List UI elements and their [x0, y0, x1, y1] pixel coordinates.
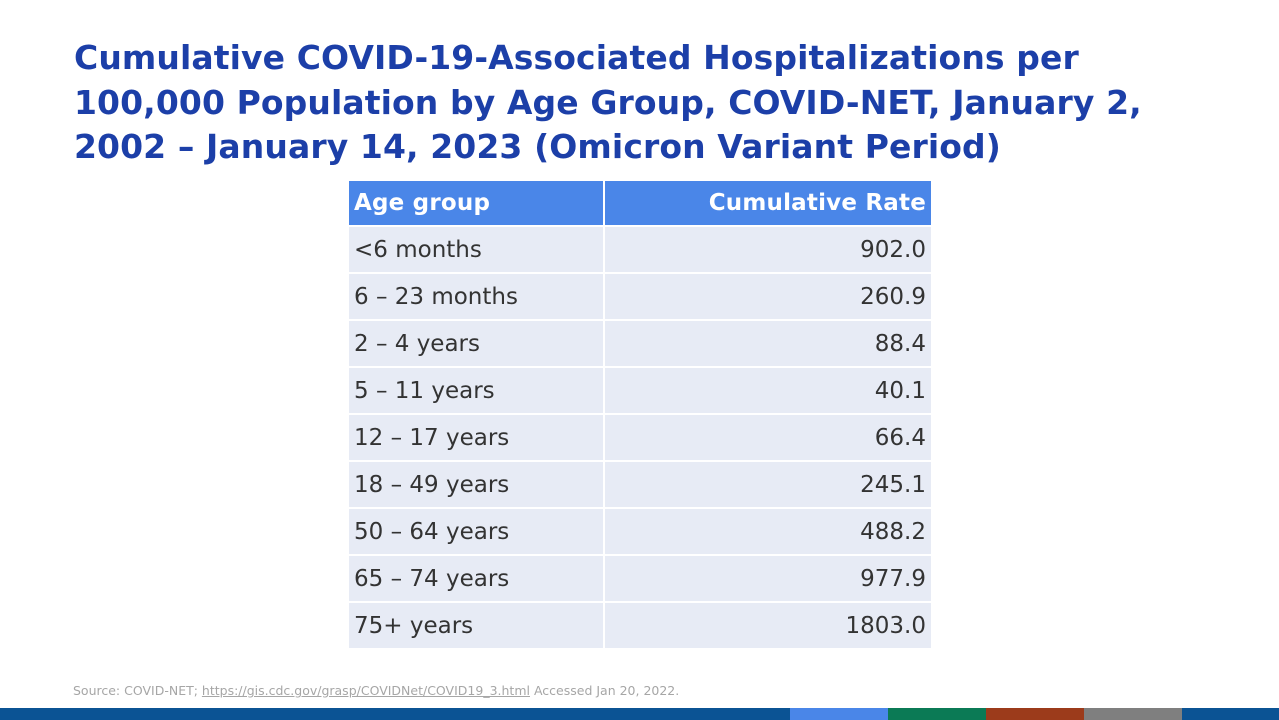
- table-row: 5 – 11 years 40.1: [349, 367, 931, 415]
- source-citation: Source: COVID-NET; https://gis.cdc.gov/g…: [73, 683, 679, 698]
- age-group-cell: 75+ years: [349, 602, 605, 650]
- rate-cell: 245.1: [604, 461, 931, 509]
- rate-cell: 40.1: [604, 367, 931, 415]
- rate-cell: 1803.0: [604, 602, 931, 650]
- bottom-bar-segment: [1084, 708, 1182, 720]
- table-row: 6 – 23 months 260.9: [349, 273, 931, 321]
- table-row: 65 – 74 years 977.9: [349, 555, 931, 603]
- table-header-row: Age group Cumulative Rate: [349, 181, 931, 227]
- rate-cell: 977.9: [604, 555, 931, 603]
- rate-cell: 260.9: [604, 273, 931, 321]
- age-group-cell: 18 – 49 years: [349, 461, 605, 509]
- table-row: <6 months 902.0: [349, 226, 931, 274]
- bottom-color-bar: [0, 708, 1279, 720]
- source-link[interactable]: https://gis.cdc.gov/grasp/COVIDNet/COVID…: [201, 683, 530, 698]
- bottom-bar-segment: [1182, 708, 1279, 720]
- bottom-bar-segment: [888, 708, 986, 720]
- age-group-cell: <6 months: [349, 226, 605, 274]
- rate-cell: 66.4: [604, 414, 931, 462]
- rate-cell: 88.4: [604, 320, 931, 368]
- bottom-bar-segment: [790, 708, 888, 720]
- age-group-cell: 2 – 4 years: [349, 320, 605, 368]
- bottom-bar-segment: [0, 708, 790, 720]
- header-age-group: Age group: [349, 181, 605, 227]
- table-row: 2 – 4 years 88.4: [349, 320, 931, 368]
- age-group-cell: 65 – 74 years: [349, 555, 605, 603]
- age-group-cell: 6 – 23 months: [349, 273, 605, 321]
- table-row: 12 – 17 years 66.4: [349, 414, 931, 462]
- bottom-bar-segment: [986, 708, 1084, 720]
- hospitalization-rate-table: Age group Cumulative Rate <6 months 902.…: [349, 181, 931, 650]
- table-row: 50 – 64 years 488.2: [349, 508, 931, 556]
- age-group-cell: 5 – 11 years: [349, 367, 605, 415]
- source-accessed-date: Accessed Jan 20, 2022.: [529, 683, 680, 698]
- source-prefix: Source: COVID-NET;: [73, 683, 202, 698]
- header-cumulative-rate: Cumulative Rate: [604, 181, 931, 227]
- age-group-cell: 50 – 64 years: [349, 508, 605, 556]
- age-group-cell: 12 – 17 years: [349, 414, 605, 462]
- table-row: 75+ years 1803.0: [349, 602, 931, 650]
- table-row: 18 – 49 years 245.1: [349, 461, 931, 509]
- rate-cell: 902.0: [604, 226, 931, 274]
- slide-title: Cumulative COVID-19-Associated Hospitali…: [74, 38, 1142, 166]
- rate-cell: 488.2: [604, 508, 931, 556]
